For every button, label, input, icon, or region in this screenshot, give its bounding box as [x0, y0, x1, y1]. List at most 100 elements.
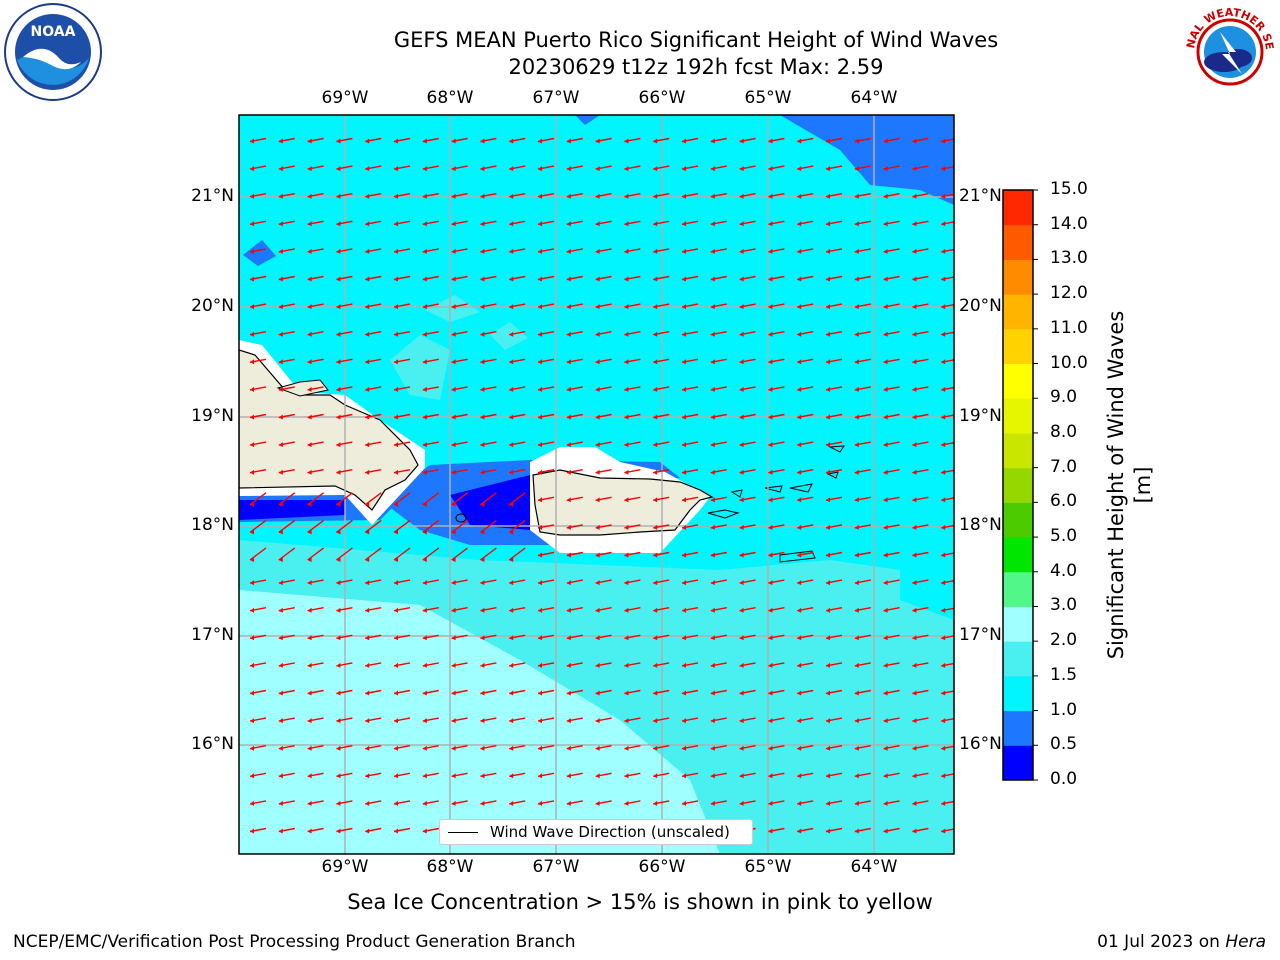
- colorbar-tick-label: 12.0: [1050, 283, 1088, 304]
- wave-arrow: [768, 689, 785, 696]
- wave-arrow: [854, 689, 871, 696]
- wave-arrow: [681, 717, 699, 724]
- wave-arrow: [710, 469, 727, 475]
- wave-arrow: [537, 303, 555, 310]
- wave-arrow: [653, 634, 670, 641]
- lat-left-tick: 19°N: [191, 406, 234, 426]
- wave-arrow: [768, 386, 785, 392]
- branch-credit: NCEP/EMC/Verification Post Processing Pr…: [13, 932, 576, 952]
- wave-arrow: [422, 579, 439, 586]
- wave-arrow: [710, 524, 727, 530]
- lon-top-tick: 68°W: [426, 88, 474, 108]
- wave-arrow: [336, 579, 353, 586]
- wave-arrow: [537, 662, 555, 668]
- wave-arrow: [335, 519, 353, 535]
- wave-arrow: [537, 248, 555, 254]
- wave-arrow: [797, 386, 814, 392]
- wave-arrow: [710, 220, 727, 227]
- wave-arrow: [480, 772, 497, 779]
- wave-arrow: [681, 634, 699, 641]
- wave-arrow: [797, 331, 814, 337]
- wave-arrow: [278, 579, 295, 586]
- wave-arrow: [365, 745, 382, 751]
- wave-arrow: [883, 469, 900, 475]
- wave-arrow: [336, 413, 353, 420]
- wave-arrow: [595, 358, 612, 365]
- wave-arrow: [566, 386, 583, 392]
- wave-arrow: [307, 413, 324, 420]
- wave-arrow: [451, 519, 469, 535]
- wave-arrow: [393, 386, 411, 392]
- wave-arrow: [393, 165, 411, 172]
- wave-arrow: [797, 800, 814, 806]
- wave-arrow: [797, 275, 814, 282]
- lat-right-tick: 19°N: [959, 406, 1002, 426]
- sea-patch: [425, 295, 480, 322]
- wave-arrow: [825, 386, 843, 392]
- wave-arrow: [883, 193, 900, 199]
- wave-arrow: [912, 496, 929, 503]
- colorbar-tick-label: 9.0: [1050, 387, 1078, 408]
- wave-arrow: [653, 469, 670, 475]
- wave-arrow: [825, 496, 843, 503]
- wave-arrow: [422, 358, 439, 365]
- wave-arrow: [566, 496, 583, 503]
- wave-arrow: [479, 547, 497, 562]
- wave-arrow: [278, 331, 295, 337]
- lon-top-tick: 67°W: [532, 88, 580, 108]
- wave-arrow: [854, 275, 871, 282]
- wave-arrow: [797, 303, 814, 310]
- wave-arrow: [653, 745, 670, 751]
- wave-arrow: [854, 469, 871, 475]
- wave-arrow: [566, 303, 583, 310]
- wave-arrow: [912, 524, 929, 530]
- wave-arrow: [710, 717, 727, 724]
- wave-arrow: [249, 689, 267, 696]
- wave-arrow: [595, 662, 612, 668]
- wave-arrow: [422, 386, 439, 392]
- wave-arrow: [480, 413, 497, 420]
- wave-arrow: [825, 745, 843, 751]
- wave-arrow: [624, 193, 641, 199]
- wave-arrow: [941, 607, 954, 613]
- wave-arrow: [537, 386, 555, 392]
- wave-arrow: [566, 469, 583, 475]
- colorbar: [1002, 189, 1038, 781]
- wave-arrow: [912, 331, 929, 337]
- wave-arrow: [595, 413, 612, 420]
- wave-arrow: [278, 413, 295, 420]
- wave-arrow: [739, 303, 756, 310]
- wave-arrow: [681, 165, 699, 172]
- wave-arrow: [624, 165, 641, 172]
- wave-arrow: [307, 689, 324, 696]
- wave-arrow: [566, 634, 583, 641]
- wave-arrow: [509, 220, 526, 227]
- colorbar-segment: [1003, 224, 1033, 260]
- wave-arrow: [336, 220, 353, 227]
- wave-arrow: [307, 331, 324, 337]
- wave-arrow: [941, 414, 954, 420]
- wave-arrow: [595, 469, 612, 475]
- wave-arrow: [681, 579, 699, 586]
- wave-arrow: [681, 496, 699, 503]
- st-croix-island: [779, 550, 816, 563]
- wave-arrow: [739, 220, 756, 227]
- colorbar-tick-label: 1.5: [1050, 664, 1078, 685]
- wave-arrow: [278, 441, 295, 448]
- wave-arrow: [941, 331, 954, 337]
- wave-arrow: [393, 689, 411, 696]
- wave-arrow: [336, 745, 353, 751]
- wave-arrow: [480, 579, 497, 586]
- wave-arrow: [710, 275, 727, 282]
- wave-arrow: [566, 745, 583, 751]
- wave-arrow: [941, 552, 954, 558]
- wave-arrow: [854, 441, 871, 448]
- wave-arrow: [393, 717, 411, 724]
- wave-arrow: [509, 607, 526, 613]
- wave-arrow: [537, 165, 555, 172]
- wave-arrow: [480, 745, 497, 751]
- wave-arrow: [509, 248, 526, 254]
- wave-arrow: [912, 386, 929, 392]
- wave-arrow: [739, 331, 756, 337]
- wave-arrow: [941, 717, 954, 724]
